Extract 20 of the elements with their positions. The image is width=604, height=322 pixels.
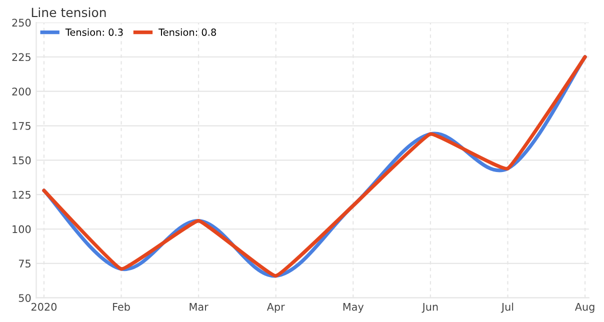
y-tick-label: 225 — [12, 53, 30, 62]
y-tick-label: 125 — [12, 190, 30, 199]
y-tick-label: 200 — [12, 88, 31, 96]
legend-label: Tension: 0.3 — [65, 28, 123, 36]
x-tick-label: May — [343, 303, 364, 313]
x-tick-label: Jun — [422, 303, 438, 313]
y-tick-label: 150 — [12, 156, 31, 164]
chart-title: Line tension — [32, 7, 106, 18]
x-tick-label: Feb — [113, 302, 130, 311]
x-tick-label: Apr — [266, 303, 285, 313]
x-tick-label: Jul — [500, 302, 514, 313]
y-tick-label: 250 — [12, 18, 31, 27]
y-tick-label: 75 — [18, 260, 30, 268]
x-tick-label: 2020 — [31, 302, 57, 311]
legend-label: Tension: 0.8 — [158, 28, 216, 36]
x-tick-label: Aug — [574, 303, 594, 313]
y-tick-label: 100 — [12, 225, 31, 234]
y-tick-label: 175 — [12, 122, 30, 130]
y-tick-label: 50 — [18, 294, 31, 302]
x-tick-label: Mar — [190, 303, 208, 311]
